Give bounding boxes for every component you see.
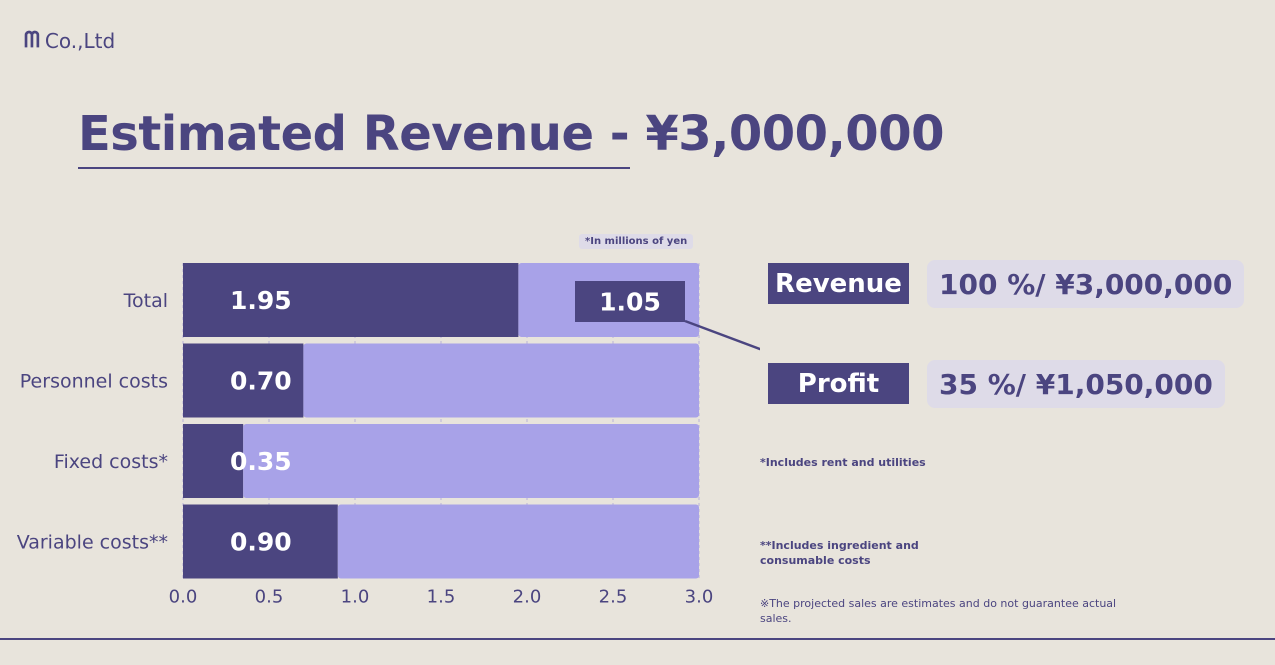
chart-labels: 0.0 0.5 1.0 1.5 2.0 2.5 3.0 Total 1.95 Personnel … [17, 281, 760, 608]
chart-units-note: *In millions of yen [579, 234, 694, 249]
company-logo: ᗰ Co.,Ltd [24, 28, 115, 53]
x-tick-label: 1.5 [427, 587, 456, 608]
stacked-bar-chart: 0.0 0.5 1.0 1.5 2.0 2.5 3.0 Total 1.95 Personnel … [17, 263, 760, 608]
data-label: 1.95 [230, 286, 292, 315]
category-label: Personnel costs [20, 371, 168, 393]
disclaimer-note: ※The projected sales are estimates and d… [760, 596, 1116, 626]
disclaimer-line2: sales. [760, 612, 792, 625]
bar-light-3 [337, 504, 699, 579]
chart-gridlines [182, 263, 700, 579]
x-tick-label: 0.0 [169, 587, 198, 608]
x-tick-label: 2.5 [599, 587, 628, 608]
category-label: Total [123, 290, 168, 312]
footer-divider [0, 638, 1275, 640]
profit-label: Profit [768, 363, 909, 404]
variable-costs-note-line2: consumable costs [760, 554, 871, 567]
bar-light-1 [303, 343, 699, 418]
bar-dark-2 [183, 424, 244, 498]
data-label: 0.90 [230, 528, 292, 557]
callout-box [575, 281, 685, 322]
page-title: Estimated Revenue - ¥3,000,000 [78, 106, 945, 162]
callout-label: 1.05 [599, 288, 661, 317]
logo-mark-icon: ᗰ [24, 28, 40, 53]
category-label: Variable costs** [17, 532, 168, 554]
fixed-costs-note: *Includes rent and utilities [760, 456, 926, 469]
x-tick-label: 2.0 [513, 587, 542, 608]
logo-text: Co.,Ltd [44, 28, 116, 53]
bar-dark-1 [183, 343, 304, 418]
profit-value: 35 %/ ¥1,050,000 [927, 360, 1225, 408]
variable-costs-note: **Includes ingredient and consumable cos… [760, 538, 919, 568]
revenue-label: Revenue [768, 263, 909, 304]
x-tick-label: 1.0 [341, 587, 370, 608]
revenue-value: 100 %/ ¥3,000,000 [927, 260, 1245, 308]
callout-connector-line [684, 319, 760, 351]
title-underline [78, 167, 630, 169]
x-tick-label: 3.0 [685, 587, 714, 608]
bar-light-2 [243, 424, 699, 498]
data-label: 0.35 [230, 447, 292, 476]
disclaimer-line1: ※The projected sales are estimates and d… [760, 597, 1117, 610]
data-label: 0.70 [230, 367, 292, 396]
variable-costs-note-line1: **Includes ingredient and [760, 539, 919, 552]
x-tick-label: 0.5 [255, 587, 284, 608]
bar-dark-0 [183, 263, 519, 337]
category-label: Fixed costs* [54, 451, 168, 473]
bar-dark-3 [183, 504, 338, 579]
